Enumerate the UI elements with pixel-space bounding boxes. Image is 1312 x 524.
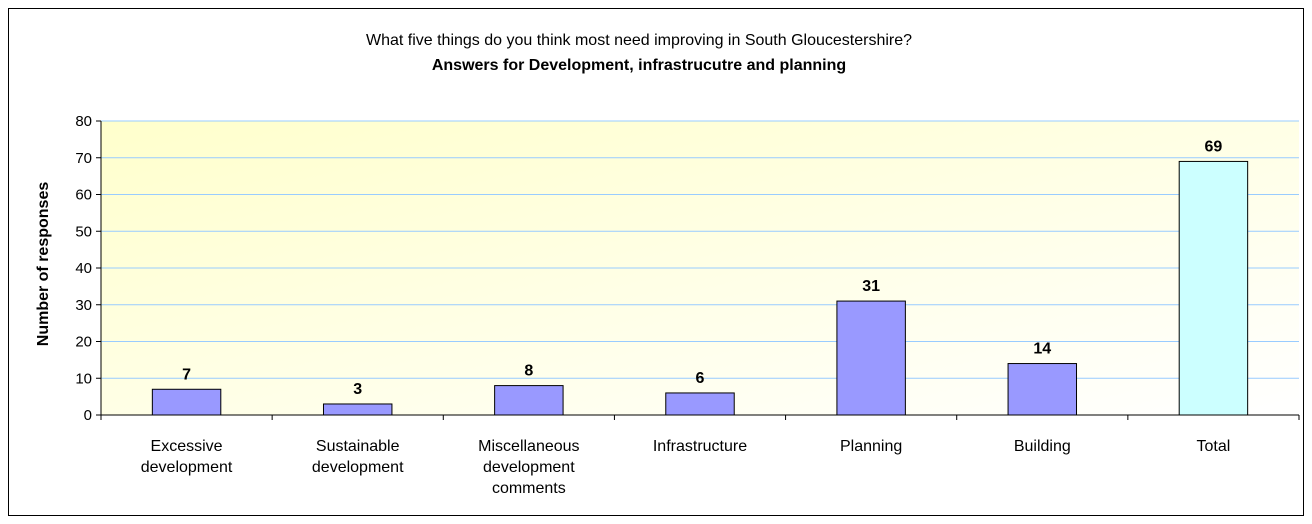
category-label-line: Total [1197, 438, 1231, 455]
category-label: Excessive development [141, 438, 233, 476]
data-label: 14 [1033, 341, 1051, 358]
bar [1007, 363, 1078, 416]
bar [151, 388, 222, 416]
chart-title: What five things do you think most need … [366, 32, 912, 49]
category-label-line: Planning [840, 438, 902, 455]
y-tick-label: 20 [75, 334, 92, 351]
category-label-line: Infrastructure [653, 438, 747, 455]
category-label-line: comments [492, 480, 566, 497]
category-label: Infrastructure [653, 438, 747, 455]
y-tick-label: 80 [75, 113, 92, 130]
y-axis-title: Number of responses [35, 182, 52, 347]
bar [836, 300, 906, 416]
y-tick-label: 10 [75, 370, 92, 387]
data-label: 7 [182, 366, 191, 383]
bar-total [1178, 160, 1249, 416]
category-label: Total [1197, 438, 1231, 455]
chart-subtitle: Answers for Development, infrastrucutre … [432, 57, 846, 74]
data-label: 8 [524, 363, 533, 380]
y-tick-label: 60 [75, 187, 92, 204]
data-label: 6 [696, 370, 705, 387]
category-label-line: Excessive [151, 438, 223, 455]
bar [665, 392, 735, 416]
chart-svg: What five things do you think most need … [35, 32, 1300, 497]
category-label: Miscellaneous development comments [478, 438, 579, 497]
data-label: 69 [1205, 138, 1223, 155]
y-tick-label: 0 [84, 407, 92, 424]
category-label: Planning [840, 438, 902, 455]
chart-frame: What five things do you think most need … [8, 8, 1304, 516]
data-label: 31 [862, 278, 880, 295]
bar [322, 403, 393, 416]
category-label-line: development [312, 459, 404, 476]
category-label-line: Sustainable [316, 438, 400, 455]
data-label: 3 [353, 381, 362, 398]
category-label-line: Miscellaneous [478, 438, 579, 455]
category-label: Sustainable development [312, 438, 404, 476]
bar [494, 385, 564, 416]
plot-area: 0 10 20 30 40 50 60 70 80 7 Excessive development 3 S… [75, 113, 1300, 497]
category-label-line: development [141, 459, 233, 476]
category-label-line: development [483, 459, 575, 476]
y-tick-label: 50 [75, 223, 92, 240]
category-label: Building [1014, 438, 1071, 455]
y-tick-label: 70 [75, 150, 92, 167]
y-tick-label: 30 [75, 297, 92, 314]
category-label-line: Building [1014, 438, 1071, 455]
y-tick-label: 40 [75, 260, 92, 277]
